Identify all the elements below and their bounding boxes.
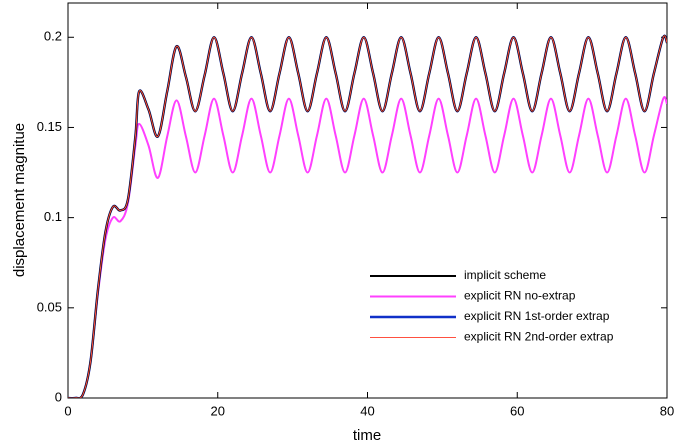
series-line — [68, 34, 667, 398]
y-tick-label: 0.05 — [37, 299, 62, 314]
x-axis-label: time — [353, 427, 381, 444]
x-tick-label: 20 — [211, 403, 225, 418]
x-tick-label: 60 — [510, 403, 524, 418]
x-tick-label: 40 — [360, 403, 374, 418]
x-tick-label: 80 — [660, 403, 674, 418]
series-line — [68, 34, 667, 398]
legend-label: implicit scheme — [464, 268, 546, 282]
legend-label: explicit RN no-extrap — [464, 289, 576, 303]
series-line — [68, 35, 667, 398]
y-tick-label: 0.1 — [44, 209, 62, 224]
series-line — [68, 96, 667, 398]
x-tick-label: 0 — [64, 403, 71, 418]
y-tick-label: 0.15 — [37, 119, 62, 134]
y-tick-label: 0.2 — [44, 29, 62, 44]
legend-label: explicit RN 1st-order extrap — [464, 309, 610, 323]
legend-label: explicit RN 2nd-order extrap — [464, 330, 614, 344]
y-axis-label: displacement magnitue — [11, 123, 28, 277]
y-tick-label: 0 — [55, 389, 62, 404]
